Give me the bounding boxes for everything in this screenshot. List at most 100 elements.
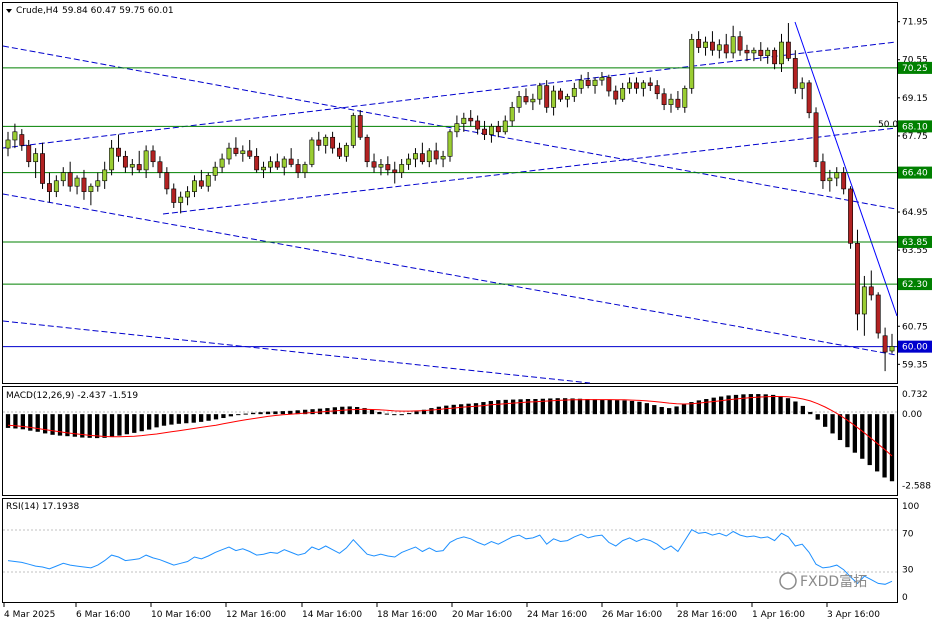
time-tick-label: 3 Apr 16:00 <box>827 610 880 620</box>
candle-body <box>537 85 543 100</box>
macd-bar <box>882 414 887 478</box>
candle-body <box>295 164 301 173</box>
candle <box>661 88 667 111</box>
time-tick-label: 4 Mar 2025 <box>4 610 55 620</box>
candle <box>406 153 412 170</box>
time-tick-label: 20 Mar 16:00 <box>452 610 512 620</box>
level-tag-label: 62.30 <box>902 280 928 290</box>
candle <box>454 115 460 138</box>
candle-body <box>855 243 860 315</box>
time-tick-label: 1 Apr 16:00 <box>752 610 805 620</box>
macd-bar <box>147 414 152 430</box>
macd-bar <box>466 403 471 415</box>
candle <box>185 186 191 206</box>
candle-body <box>675 98 681 108</box>
candle-body <box>171 188 177 203</box>
candle <box>606 74 612 97</box>
candle-body <box>744 49 750 54</box>
candle-body <box>60 172 66 182</box>
macd-bar <box>273 411 278 415</box>
macd-bar <box>481 402 486 415</box>
candle <box>178 191 184 214</box>
macd-bar <box>355 406 360 415</box>
macd-bar <box>659 406 664 415</box>
candle <box>558 88 563 102</box>
time-tick-label: 24 Mar 16:00 <box>527 610 587 620</box>
candle <box>868 270 874 301</box>
candle-body <box>413 153 418 160</box>
candle <box>488 123 494 143</box>
fib-level-label: 50.0 <box>878 120 898 130</box>
macd-bar <box>570 398 575 415</box>
candle <box>537 82 543 105</box>
candle-body <box>40 153 45 184</box>
current-price-tag: 60.00 <box>902 343 928 353</box>
candle-body <box>129 164 135 168</box>
macd-bar <box>265 411 271 415</box>
candle-body <box>488 126 494 135</box>
candle <box>861 275 867 336</box>
macd-bar <box>525 399 531 415</box>
level-tag-label: 68.10 <box>902 122 928 132</box>
candle <box>371 153 377 173</box>
candle <box>109 139 115 176</box>
candle-body <box>772 49 778 65</box>
candle-body <box>433 150 439 160</box>
trend-lines <box>2 21 898 384</box>
candle <box>88 183 94 206</box>
macd-bar <box>57 414 63 436</box>
candle <box>551 85 557 116</box>
candle-body <box>868 286 874 296</box>
candle-body <box>571 88 577 97</box>
macd-bar <box>154 414 159 428</box>
candle-body <box>661 93 667 105</box>
candle-body <box>751 49 757 54</box>
macd-bar <box>585 399 590 415</box>
candle-body <box>454 123 460 133</box>
ohlc-readout: 59.84 60.47 59.75 60.01 <box>62 6 174 16</box>
dropdown-arrow-icon[interactable] <box>6 9 12 13</box>
candle <box>682 85 688 113</box>
candle-body <box>254 155 260 171</box>
candle-body <box>316 139 322 146</box>
macd-bar <box>444 405 449 415</box>
candle-body <box>247 150 253 157</box>
candle-body <box>447 131 453 157</box>
candle-body <box>516 96 522 108</box>
candle <box>585 71 591 89</box>
macd-bar <box>726 395 731 415</box>
symbol-header: Crude,H4 59.84 60.47 59.75 60.01 <box>6 6 174 16</box>
candle-body <box>689 39 695 89</box>
candle-body <box>806 82 812 114</box>
macd-bar <box>139 414 144 432</box>
candle-body <box>716 44 722 51</box>
macd-bar <box>488 400 493 415</box>
candle <box>827 169 833 192</box>
candle <box>192 175 197 198</box>
candle <box>834 167 840 187</box>
candle <box>703 36 708 56</box>
candle <box>654 80 660 100</box>
candle-body <box>861 286 867 315</box>
candle <box>337 142 342 160</box>
candle <box>122 150 128 173</box>
candle-body <box>468 117 474 122</box>
candle <box>530 93 536 111</box>
candle-body <box>709 41 715 51</box>
candle-body <box>212 166 218 176</box>
candle <box>378 159 384 176</box>
macd-bar <box>771 394 776 415</box>
candle-body <box>233 147 239 154</box>
macd-bar <box>511 399 516 415</box>
time-axis: 4 Mar 2025 6 Mar 16:00 10 Mar 16:00 12 Mar … <box>3 603 880 620</box>
candle-body <box>779 41 784 65</box>
macd-bar <box>518 399 523 415</box>
macd-bar <box>102 414 107 438</box>
macd-bar <box>548 398 553 415</box>
macd-bar <box>473 403 479 415</box>
macd-bar <box>756 394 761 415</box>
candle <box>102 161 108 189</box>
candle <box>716 39 722 59</box>
candle <box>157 156 163 179</box>
candle-body <box>820 161 826 182</box>
